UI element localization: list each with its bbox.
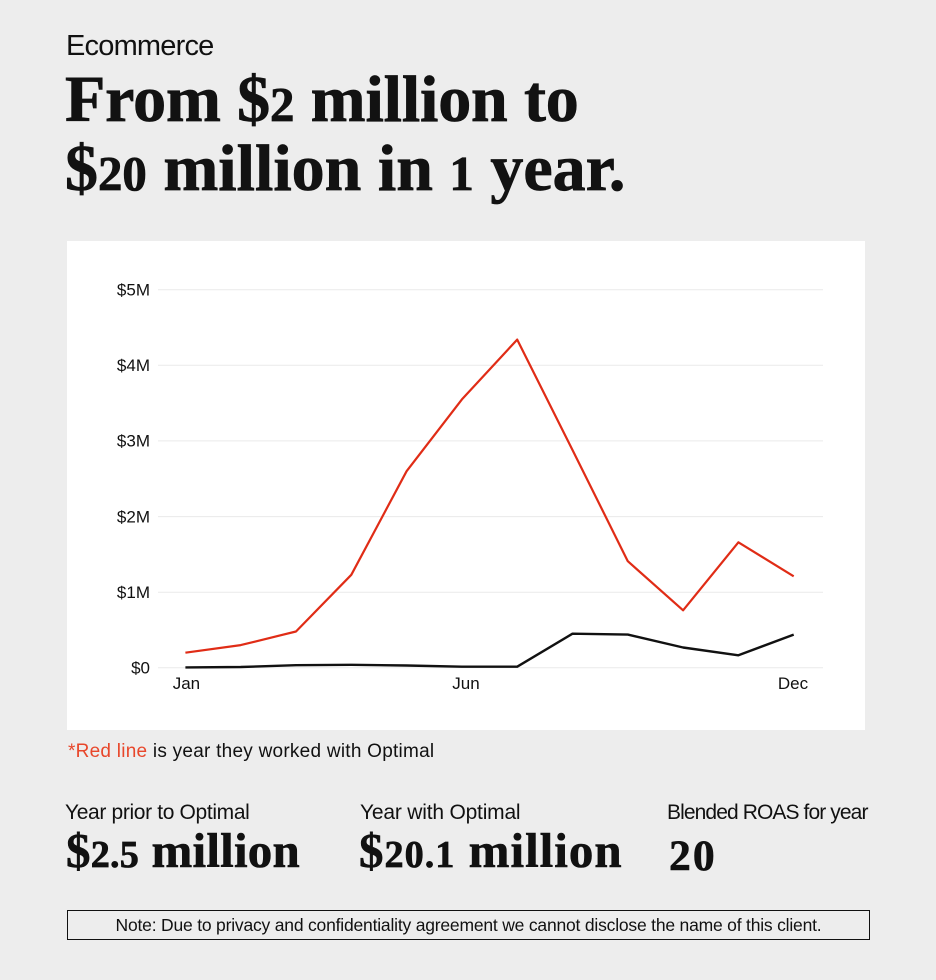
- svg-text:$3M: $3M: [117, 432, 150, 451]
- svg-text:$1M: $1M: [117, 583, 150, 602]
- svg-text:Dec: Dec: [778, 674, 809, 693]
- svg-text:Jun: Jun: [452, 674, 479, 693]
- svg-text:$4M: $4M: [117, 356, 150, 375]
- svg-text:$2M: $2M: [117, 507, 150, 526]
- svg-text:$5M: $5M: [117, 281, 150, 300]
- svg-text:Jan: Jan: [173, 674, 200, 693]
- svg-text:$0: $0: [131, 659, 150, 678]
